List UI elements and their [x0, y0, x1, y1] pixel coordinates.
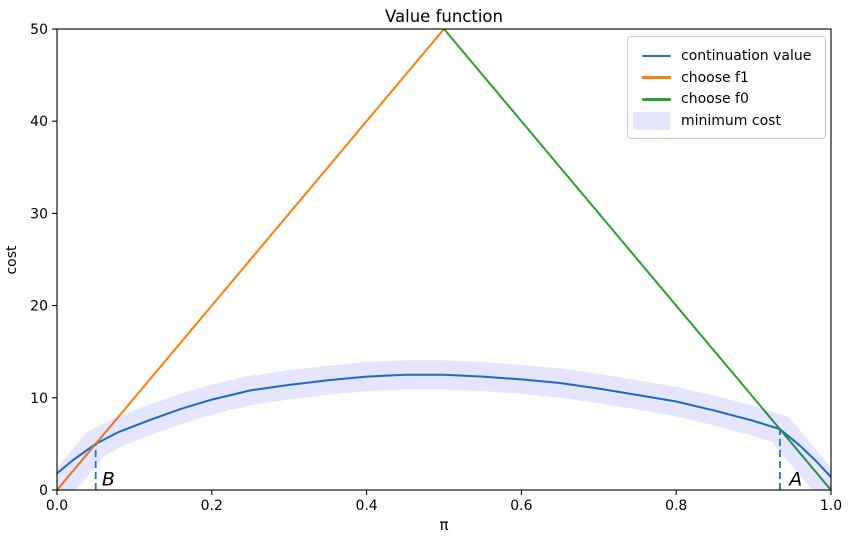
- x-tick-label: 0.6: [510, 498, 532, 514]
- legend-item-choose-f1: choose f1: [628, 68, 825, 88]
- x-axis-label: π: [439, 516, 448, 534]
- axes-frame: [56, 28, 832, 491]
- axis-ticks: 0.0 0.2 0.4 0.6 0.8 1.0 0 10 20 30 40 50: [30, 22, 842, 514]
- minimum-cost-band-path: [57, 360, 831, 490]
- series-line-2: [443, 29, 831, 490]
- series-lines: [57, 29, 831, 490]
- annotation-B: B: [102, 468, 115, 490]
- legend-label: continuation value: [681, 48, 812, 64]
- legend-item-continuation-value: continuation value: [628, 46, 825, 66]
- minimum-cost-patch-swatch: [633, 111, 670, 130]
- y-tick-label: 0: [39, 483, 48, 499]
- legend-item-minimum-cost: minimum cost: [628, 111, 825, 131]
- x-tick-label: 0.4: [355, 498, 377, 514]
- minimum-cost-band: [57, 360, 831, 490]
- x-tick-label: 0.8: [665, 498, 687, 514]
- y-tick-label: 40: [30, 114, 48, 130]
- legend-label: choose f1: [681, 69, 749, 86]
- series-line-0: [57, 373, 831, 478]
- y-axis-label: cost: [4, 245, 20, 275]
- series-line-1: [57, 29, 445, 490]
- threshold-dashed-lines: [94, 429, 781, 490]
- legend-label: choose f0: [681, 91, 749, 108]
- annotation-A: A: [787, 468, 802, 490]
- legend-label: minimum cost: [681, 112, 781, 129]
- choose-f0-line-swatch: [642, 98, 671, 101]
- continuation-value-line-swatch: [642, 54, 671, 58]
- x-tick-label: 0.2: [201, 498, 223, 514]
- x-tick-label: 0.0: [46, 498, 68, 514]
- y-tick-label: 50: [30, 22, 48, 38]
- y-tick-label: 20: [30, 299, 48, 315]
- legend: continuation value choose f1 choose f0 m…: [627, 36, 826, 139]
- y-tick-label: 10: [30, 391, 48, 407]
- chart-title: Value function: [385, 7, 503, 26]
- x-tick-label: 1.0: [820, 498, 842, 514]
- choose-f1-line-swatch: [642, 76, 671, 79]
- legend-item-choose-f0: choose f0: [628, 89, 825, 109]
- y-tick-label: 30: [30, 206, 48, 222]
